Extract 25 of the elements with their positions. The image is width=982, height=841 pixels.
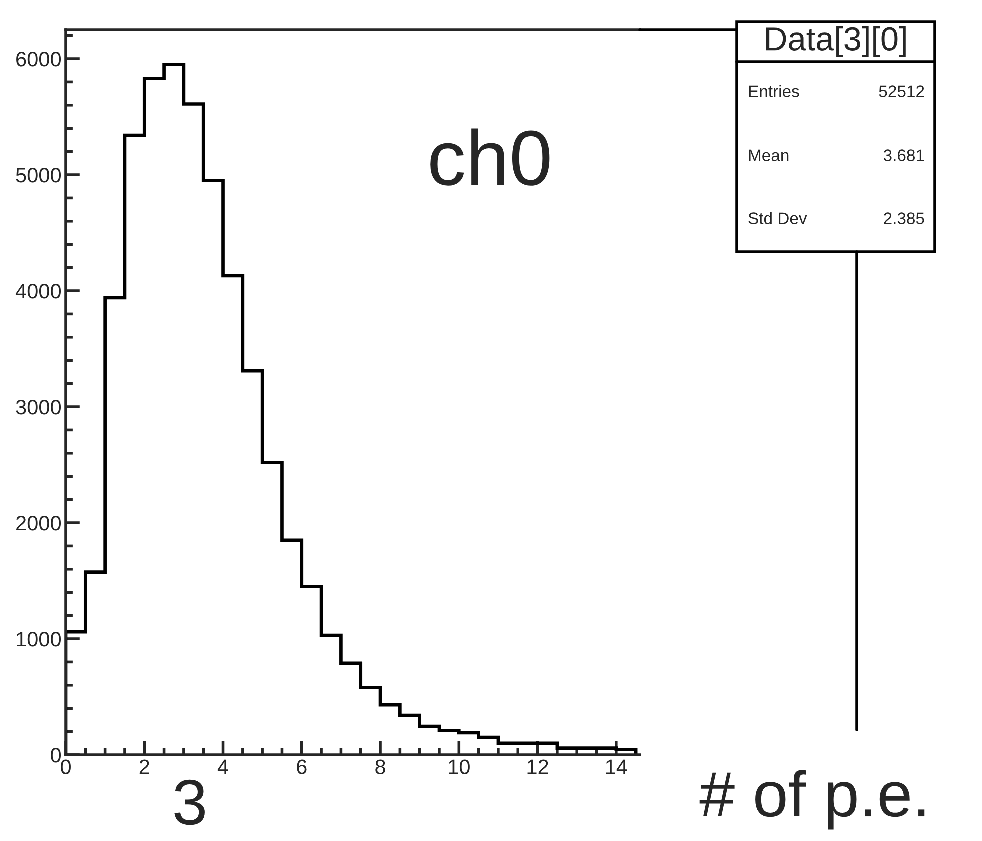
x-tick-label: 0: [61, 760, 71, 774]
y-tick-label: 0: [51, 748, 62, 763]
x-tick-label: 4: [218, 760, 228, 774]
x-tick-label: 14: [606, 760, 628, 774]
annotation: ch0: [430, 128, 550, 186]
x-tick-label: 2: [140, 760, 150, 774]
x-tick-label: 12: [528, 760, 548, 774]
x-tick-label: 10: [449, 760, 470, 774]
text: Entries: [749, 85, 800, 98]
text: Data[3][0]: [766, 26, 906, 58]
text: Std Dev: [748, 212, 808, 224]
x-axis-title: # of p.e.: [700, 770, 925, 830]
text: 2.385: [884, 212, 924, 224]
text: Mean: [749, 150, 789, 162]
text: 3: [174, 780, 205, 826]
y-tick-label: 2000: [16, 516, 62, 531]
x-tick-label: 8: [376, 760, 386, 774]
y-tick-label: 1000: [17, 632, 62, 647]
y-tick-label: 5000: [16, 168, 62, 183]
y-tick-label: 3000: [16, 400, 62, 415]
y-tick-label: 6000: [16, 52, 62, 67]
x-tick-label: 6: [297, 760, 307, 774]
text: 52512: [879, 86, 924, 98]
text: 3.681: [884, 150, 924, 162]
y-tick-label: 4000: [16, 284, 62, 299]
